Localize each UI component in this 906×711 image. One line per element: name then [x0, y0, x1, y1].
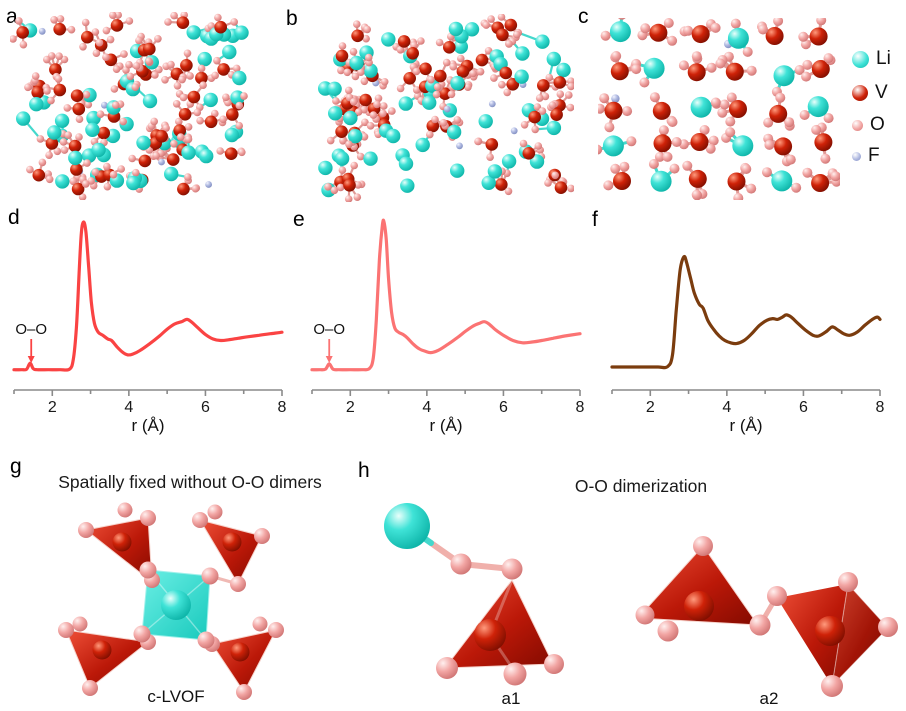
- x-axis-tick-label: 4: [722, 399, 731, 416]
- rdf-plot-f: 2 4 6 8 r (Å): [610, 254, 885, 435]
- oo-annotation-text: O–O: [313, 321, 345, 338]
- li-atom: [161, 590, 191, 620]
- x-axis-tick-label: 6: [499, 399, 508, 416]
- x-axis-label: r (Å): [131, 416, 164, 435]
- x-axis-ticks: [311, 390, 581, 396]
- o-atoms: [436, 553, 564, 686]
- o-atoms: [635, 536, 898, 697]
- lvof-polyhedra-illustration: [58, 502, 284, 700]
- panel-e-label: e: [293, 208, 305, 231]
- legend-label-o: O: [870, 114, 885, 135]
- structure-snapshot-a: [10, 12, 249, 200]
- li-atom: [384, 503, 430, 549]
- x-axis-tick-label: 8: [278, 399, 287, 416]
- f-atom-icon: [852, 151, 861, 161]
- atoms: [10, 12, 249, 200]
- rdf-curve: [610, 254, 882, 370]
- legend-item-f: F: [852, 145, 880, 167]
- panel-h-caption-a1: a1: [501, 689, 521, 708]
- structure-snapshot-c: [598, 18, 840, 200]
- rdf-curve: [12, 220, 284, 372]
- o-atoms: [58, 502, 284, 700]
- structure-snapshot-b: [318, 14, 574, 202]
- panel-d-label: d: [8, 206, 20, 229]
- a2-motif-illustration: [635, 536, 898, 697]
- x-axis-tick-label: 8: [576, 399, 585, 416]
- panel-f-label: f: [592, 208, 598, 231]
- o-atom-icon: [852, 119, 863, 131]
- panel-h-label: h: [358, 459, 370, 482]
- li-atom-icon: [852, 50, 869, 68]
- oo-annotation-arrowhead: [27, 356, 35, 363]
- legend-item-li: Li: [852, 48, 891, 70]
- x-axis-tick-label: 2: [48, 399, 57, 416]
- legend-label-li: Li: [876, 48, 891, 69]
- panel-h-caption-a2: a2: [759, 689, 779, 708]
- panel-g-label: g: [10, 455, 22, 478]
- legend-label-f: F: [868, 145, 880, 166]
- atoms: [598, 18, 840, 200]
- vo4-tetrahedron-right-b: [832, 584, 888, 686]
- legend-label-v: V: [875, 82, 888, 103]
- oo-annotation-text: O–O: [15, 321, 47, 338]
- rdf-curve: [310, 218, 582, 372]
- v-atom: [474, 619, 506, 651]
- v-atoms: [92, 532, 250, 662]
- v-atom-icon: [852, 85, 868, 101]
- panel-g-title: Spatially fixed without O-O dimers: [58, 472, 322, 492]
- x-axis-tick-label: 6: [201, 399, 210, 416]
- legend-item-o: O: [852, 114, 885, 136]
- vo4-tetrahedron-right-a: [777, 584, 848, 686]
- x-axis-tick-label: 2: [646, 399, 655, 416]
- x-axis-label: r (Å): [429, 416, 462, 435]
- x-axis-tick-label: 4: [422, 399, 431, 416]
- panel-a-label: a: [6, 5, 18, 28]
- rdf-plot-e: 2 4 6 8 r (Å) O–O: [310, 218, 585, 435]
- panel-b-label: b: [286, 7, 298, 30]
- x-axis-tick-label: 4: [124, 399, 133, 416]
- x-axis-label: r (Å): [729, 416, 762, 435]
- legend-item-v: V: [852, 82, 888, 104]
- x-axis-tick-label: 2: [346, 399, 355, 416]
- x-axis-ticks: [611, 390, 881, 396]
- x-axis-tick-label: 8: [876, 399, 885, 416]
- rdf-plot-d: 2 4 6 8 r (Å) O–O: [12, 220, 287, 435]
- vo4-tetrahedron-left: [636, 545, 759, 626]
- x-axis-ticks: [13, 390, 283, 396]
- x-axis-tick-label: 6: [799, 399, 808, 416]
- panel-g-caption: c-LVOF: [147, 687, 205, 706]
- panel-c-label: c: [578, 5, 589, 28]
- a1-motif-illustration: [384, 503, 564, 686]
- oo-annotation-arrowhead: [325, 356, 333, 363]
- panel-h-title: O-O dimerization: [574, 476, 708, 496]
- v-atoms: [684, 591, 845, 646]
- atoms: [318, 14, 574, 202]
